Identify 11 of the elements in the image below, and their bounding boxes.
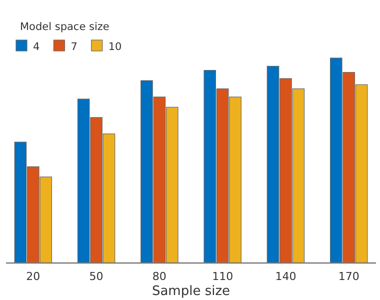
x-tick-label: 170	[338, 270, 360, 283]
x-tick-label: 110	[212, 270, 234, 283]
x-tick-label: 20	[26, 270, 40, 283]
legend-label: 7	[70, 41, 78, 53]
x-tick-label: 140	[275, 270, 296, 283]
x-axis-title: Sample size	[152, 284, 230, 299]
legend-label: 4	[33, 41, 40, 53]
x-tick-label: 50	[89, 270, 104, 283]
legend-title: Model space size	[20, 21, 110, 33]
x-tick-label: 80	[152, 270, 166, 283]
legend-label: 10	[108, 41, 122, 53]
